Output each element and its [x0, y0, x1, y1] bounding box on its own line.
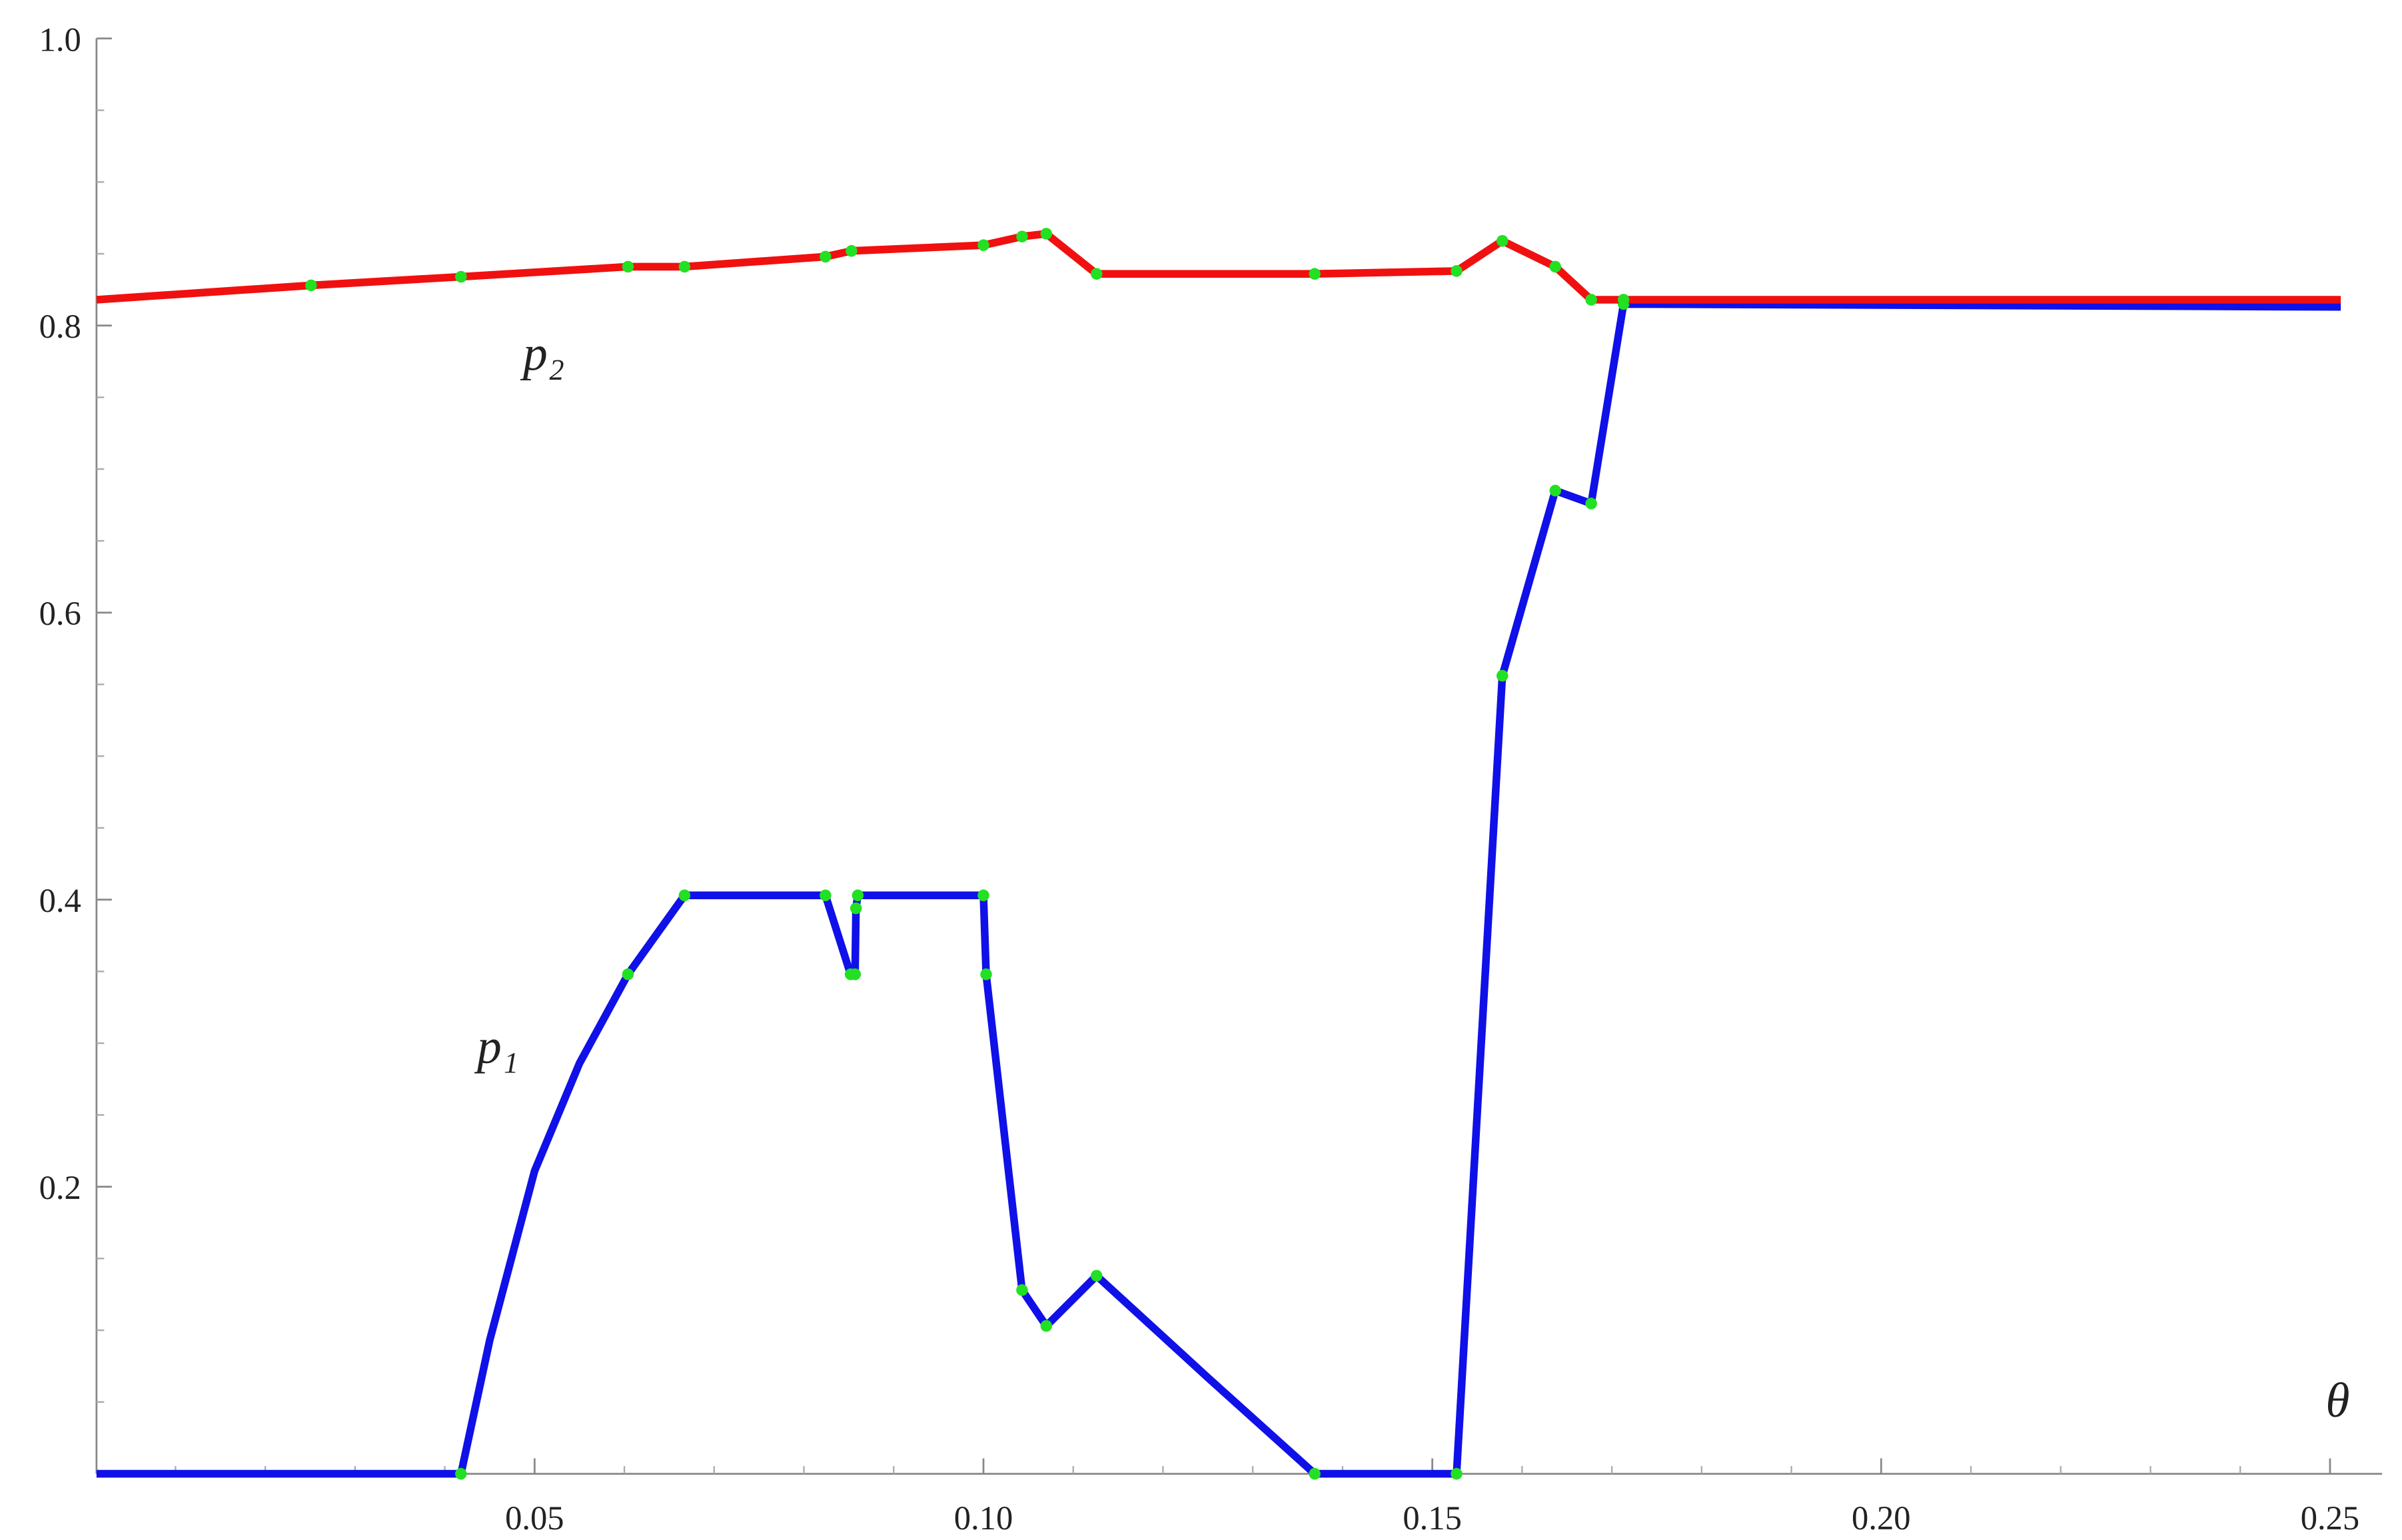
- data-point: [1497, 234, 1508, 247]
- y-tick-label: 0.6: [39, 595, 81, 632]
- data-point: [850, 902, 862, 915]
- data-point: [1451, 265, 1463, 277]
- x-tick-label: 0.15: [1403, 1499, 1462, 1537]
- data-point: [1309, 268, 1321, 280]
- data-point: [980, 968, 992, 980]
- data-point: [849, 968, 862, 980]
- x-tick-label: 0.10: [954, 1499, 1013, 1537]
- data-point: [1585, 294, 1597, 306]
- data-point: [1016, 230, 1028, 242]
- x-tick-label: 0.05: [505, 1499, 564, 1537]
- data-point: [977, 239, 989, 251]
- data-point: [852, 889, 864, 901]
- data-point: [1040, 228, 1053, 240]
- data-point: [1585, 498, 1597, 510]
- data-point: [846, 244, 858, 257]
- data-point: [1549, 260, 1561, 273]
- series-line: [96, 300, 2341, 1478]
- y-tick-label: 1.0: [39, 21, 81, 58]
- x-tick-label: 0.25: [2301, 1499, 2360, 1537]
- series-label: p₁: [474, 1018, 518, 1073]
- data-point: [455, 1467, 467, 1480]
- data-point: [1016, 1284, 1028, 1296]
- y-tick-label: 0.8: [39, 308, 81, 345]
- series-label: p₂: [520, 326, 564, 380]
- x-tick-label: 0.20: [1852, 1499, 1911, 1537]
- y-tick-label: 0.2: [39, 1169, 81, 1206]
- data-point: [820, 889, 832, 901]
- data-point: [1091, 268, 1103, 280]
- data-point: [622, 260, 634, 273]
- data-point: [678, 889, 691, 901]
- series-line: [96, 230, 2341, 304]
- data-point: [1617, 294, 1630, 306]
- data-point: [977, 889, 989, 901]
- data-point: [1091, 1270, 1103, 1282]
- data-point: [1549, 484, 1561, 497]
- data-point: [678, 260, 691, 273]
- data-point: [305, 279, 317, 292]
- y-tick-label: 0.4: [39, 882, 81, 919]
- data-point: [455, 270, 467, 283]
- data-point: [622, 968, 634, 980]
- data-point: [820, 250, 832, 263]
- data-point: [1497, 669, 1508, 682]
- data-point: [1451, 1467, 1463, 1480]
- data-point: [1309, 1467, 1321, 1480]
- data-point: [1040, 1320, 1053, 1332]
- x-axis-label: θ: [2325, 1373, 2349, 1427]
